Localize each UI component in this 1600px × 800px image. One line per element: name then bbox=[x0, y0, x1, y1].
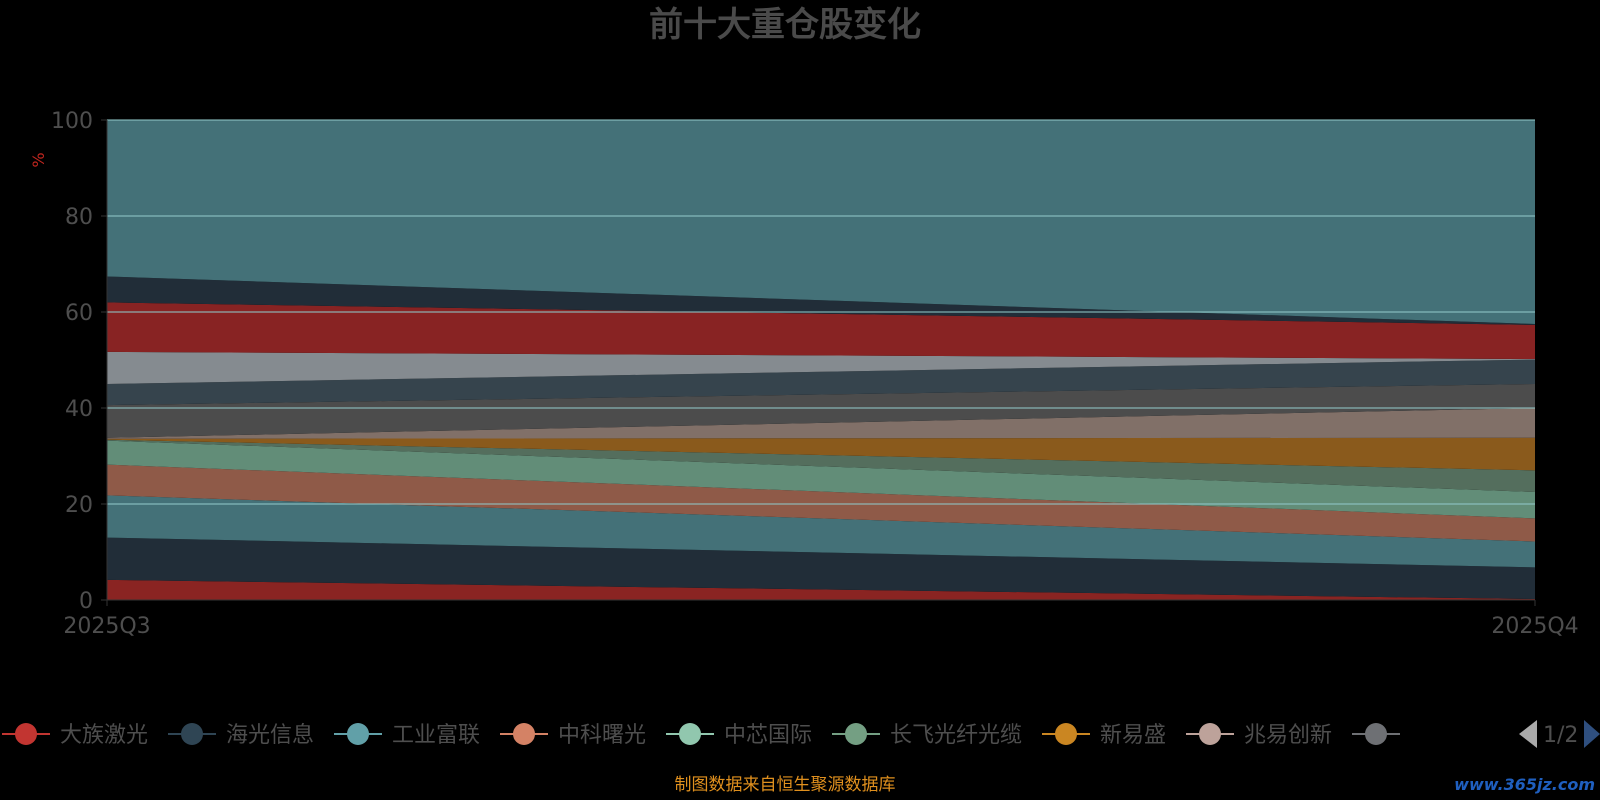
area-series-0 bbox=[107, 579, 1535, 600]
legend-label-0: 大族激光 bbox=[60, 723, 148, 748]
legend-item-5[interactable]: 长飞光纤光缆 bbox=[832, 723, 1022, 748]
y-tick-label-1: 20 bbox=[65, 493, 93, 518]
y-axis-unit: % bbox=[29, 152, 48, 167]
legend-label-3: 中科曙光 bbox=[558, 723, 646, 748]
y-tick-label-4: 80 bbox=[65, 205, 93, 230]
legend: 大族激光 海光信息 工业富联 中科曙光 中芯国际 长飞光纤光缆 新易盛 兆易创新 1/2 bbox=[2, 720, 1600, 748]
legend-marker-8 bbox=[1365, 723, 1387, 745]
x-tick-label-1: 2025Q4 bbox=[1491, 614, 1578, 639]
legend-marker-5 bbox=[845, 723, 867, 745]
legend-item-7[interactable]: 兆易创新 bbox=[1186, 723, 1332, 748]
legend-prev-page-icon[interactable] bbox=[1519, 720, 1537, 748]
area-series-7 bbox=[107, 408, 1535, 439]
legend-label-1: 海光信息 bbox=[226, 723, 314, 748]
area-series-4 bbox=[107, 440, 1535, 519]
legend-marker-7 bbox=[1199, 723, 1221, 745]
legend-marker-0 bbox=[15, 723, 37, 745]
area-layers bbox=[107, 120, 1535, 600]
axes: 0 20 40 60 80 100 2025Q3 2025Q4 bbox=[51, 109, 1579, 639]
legend-label-6: 新易盛 bbox=[1100, 723, 1166, 748]
y-tick-label-3: 60 bbox=[65, 301, 93, 326]
legend-marker-4 bbox=[679, 723, 701, 745]
legend-item-8[interactable] bbox=[1352, 723, 1400, 745]
legend-page-indicator: 1/2 bbox=[1543, 723, 1578, 748]
area-series-11 bbox=[107, 302, 1535, 360]
legend-label-4: 中芯国际 bbox=[724, 723, 812, 748]
area-series-1 bbox=[107, 537, 1535, 600]
legend-label-5: 长飞光纤光缆 bbox=[890, 723, 1022, 748]
legend-marker-2 bbox=[347, 723, 369, 745]
area-series-13 bbox=[107, 120, 1535, 324]
legend-next-page-icon[interactable] bbox=[1584, 720, 1600, 748]
area-series-10 bbox=[107, 351, 1535, 384]
watermark: www.365jz.com bbox=[1454, 775, 1595, 794]
legend-marker-6 bbox=[1055, 723, 1077, 745]
x-tick-label-0: 2025Q3 bbox=[63, 614, 150, 639]
y-tick-label-0: 0 bbox=[79, 589, 93, 614]
y-tick-label-5: 100 bbox=[51, 109, 93, 134]
area-series-12 bbox=[107, 276, 1535, 325]
legend-item-2[interactable]: 工业富联 bbox=[334, 723, 480, 748]
legend-item-6[interactable]: 新易盛 bbox=[1042, 723, 1166, 748]
area-series-9 bbox=[107, 359, 1535, 406]
grid-lines bbox=[107, 119, 1535, 505]
legend-item-0[interactable]: 大族激光 bbox=[2, 723, 148, 748]
area-series-2 bbox=[107, 495, 1535, 568]
y-tick-label-2: 40 bbox=[65, 397, 93, 422]
legend-label-2: 工业富联 bbox=[392, 723, 480, 748]
legend-item-1[interactable]: 海光信息 bbox=[168, 723, 314, 748]
legend-item-4[interactable]: 中芯国际 bbox=[666, 723, 812, 748]
legend-marker-3 bbox=[513, 723, 535, 745]
legend-marker-1 bbox=[181, 723, 203, 745]
legend-label-7: 兆易创新 bbox=[1244, 723, 1332, 748]
area-series-8 bbox=[107, 384, 1535, 438]
area-series-6 bbox=[107, 437, 1535, 471]
area-series-5 bbox=[107, 439, 1535, 492]
area-series-3 bbox=[107, 464, 1535, 542]
legend-item-3[interactable]: 中科曙光 bbox=[500, 723, 646, 748]
source-note: 制图数据来自恒生聚源数据库 bbox=[675, 775, 896, 795]
chart-title: 前十大重仓股变化 bbox=[649, 5, 921, 45]
